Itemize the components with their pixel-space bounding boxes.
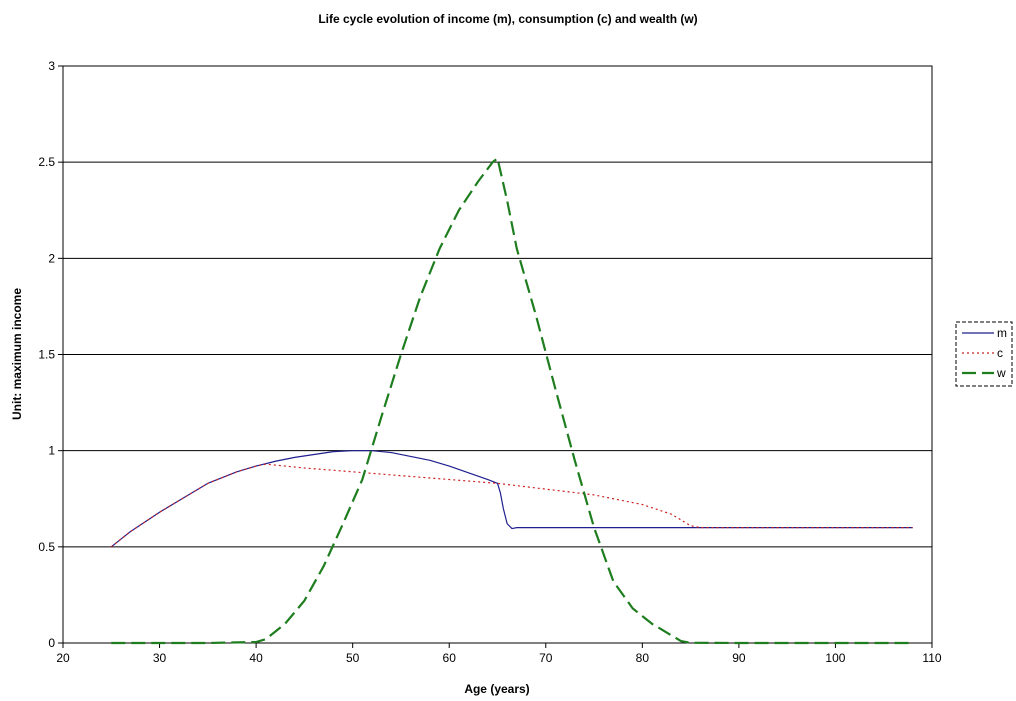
y-tick-label: 0.5 <box>38 540 55 554</box>
legend-label-w: w <box>996 366 1006 380</box>
legend-label-c: c <box>997 346 1003 360</box>
gridlines <box>63 161 932 548</box>
legend-label-m: m <box>997 326 1007 340</box>
x-tick-label: 40 <box>249 651 263 665</box>
series-lines <box>110 157 913 645</box>
x-tick-label: 30 <box>153 651 167 665</box>
chart-title: Life cycle evolution of income (m), cons… <box>318 12 697 26</box>
y-axis-label: Unit: maximum income <box>10 288 24 420</box>
series-line-m <box>110 450 913 548</box>
x-tick-label: 100 <box>825 651 845 665</box>
y-tick-label: 1 <box>48 444 55 458</box>
x-tick-label: 80 <box>636 651 650 665</box>
y-tick-label: 0 <box>48 636 55 650</box>
y-tick-label: 2.5 <box>38 155 55 169</box>
x-tick-label: 20 <box>56 651 70 665</box>
y-tick-label: 2 <box>48 251 55 265</box>
x-tick-label: 110 <box>922 651 941 665</box>
x-tick-label: 70 <box>539 651 553 665</box>
axis-ticks: 0 0.5 1 1.5 2 2.5 3 20 30 40 50 60 70 80 90 100 110 <box>38 59 942 665</box>
y-tick-label: 3 <box>48 59 55 73</box>
series-line-w <box>111 157 913 645</box>
x-tick-label: 50 <box>346 651 360 665</box>
legend: mcw <box>955 321 1013 387</box>
series-line-c <box>110 463 913 548</box>
x-tick-label: 60 <box>443 651 457 665</box>
x-tick-label: 90 <box>732 651 746 665</box>
y-tick-label: 1.5 <box>38 348 55 362</box>
x-axis-label: Age (years) <box>464 682 529 696</box>
